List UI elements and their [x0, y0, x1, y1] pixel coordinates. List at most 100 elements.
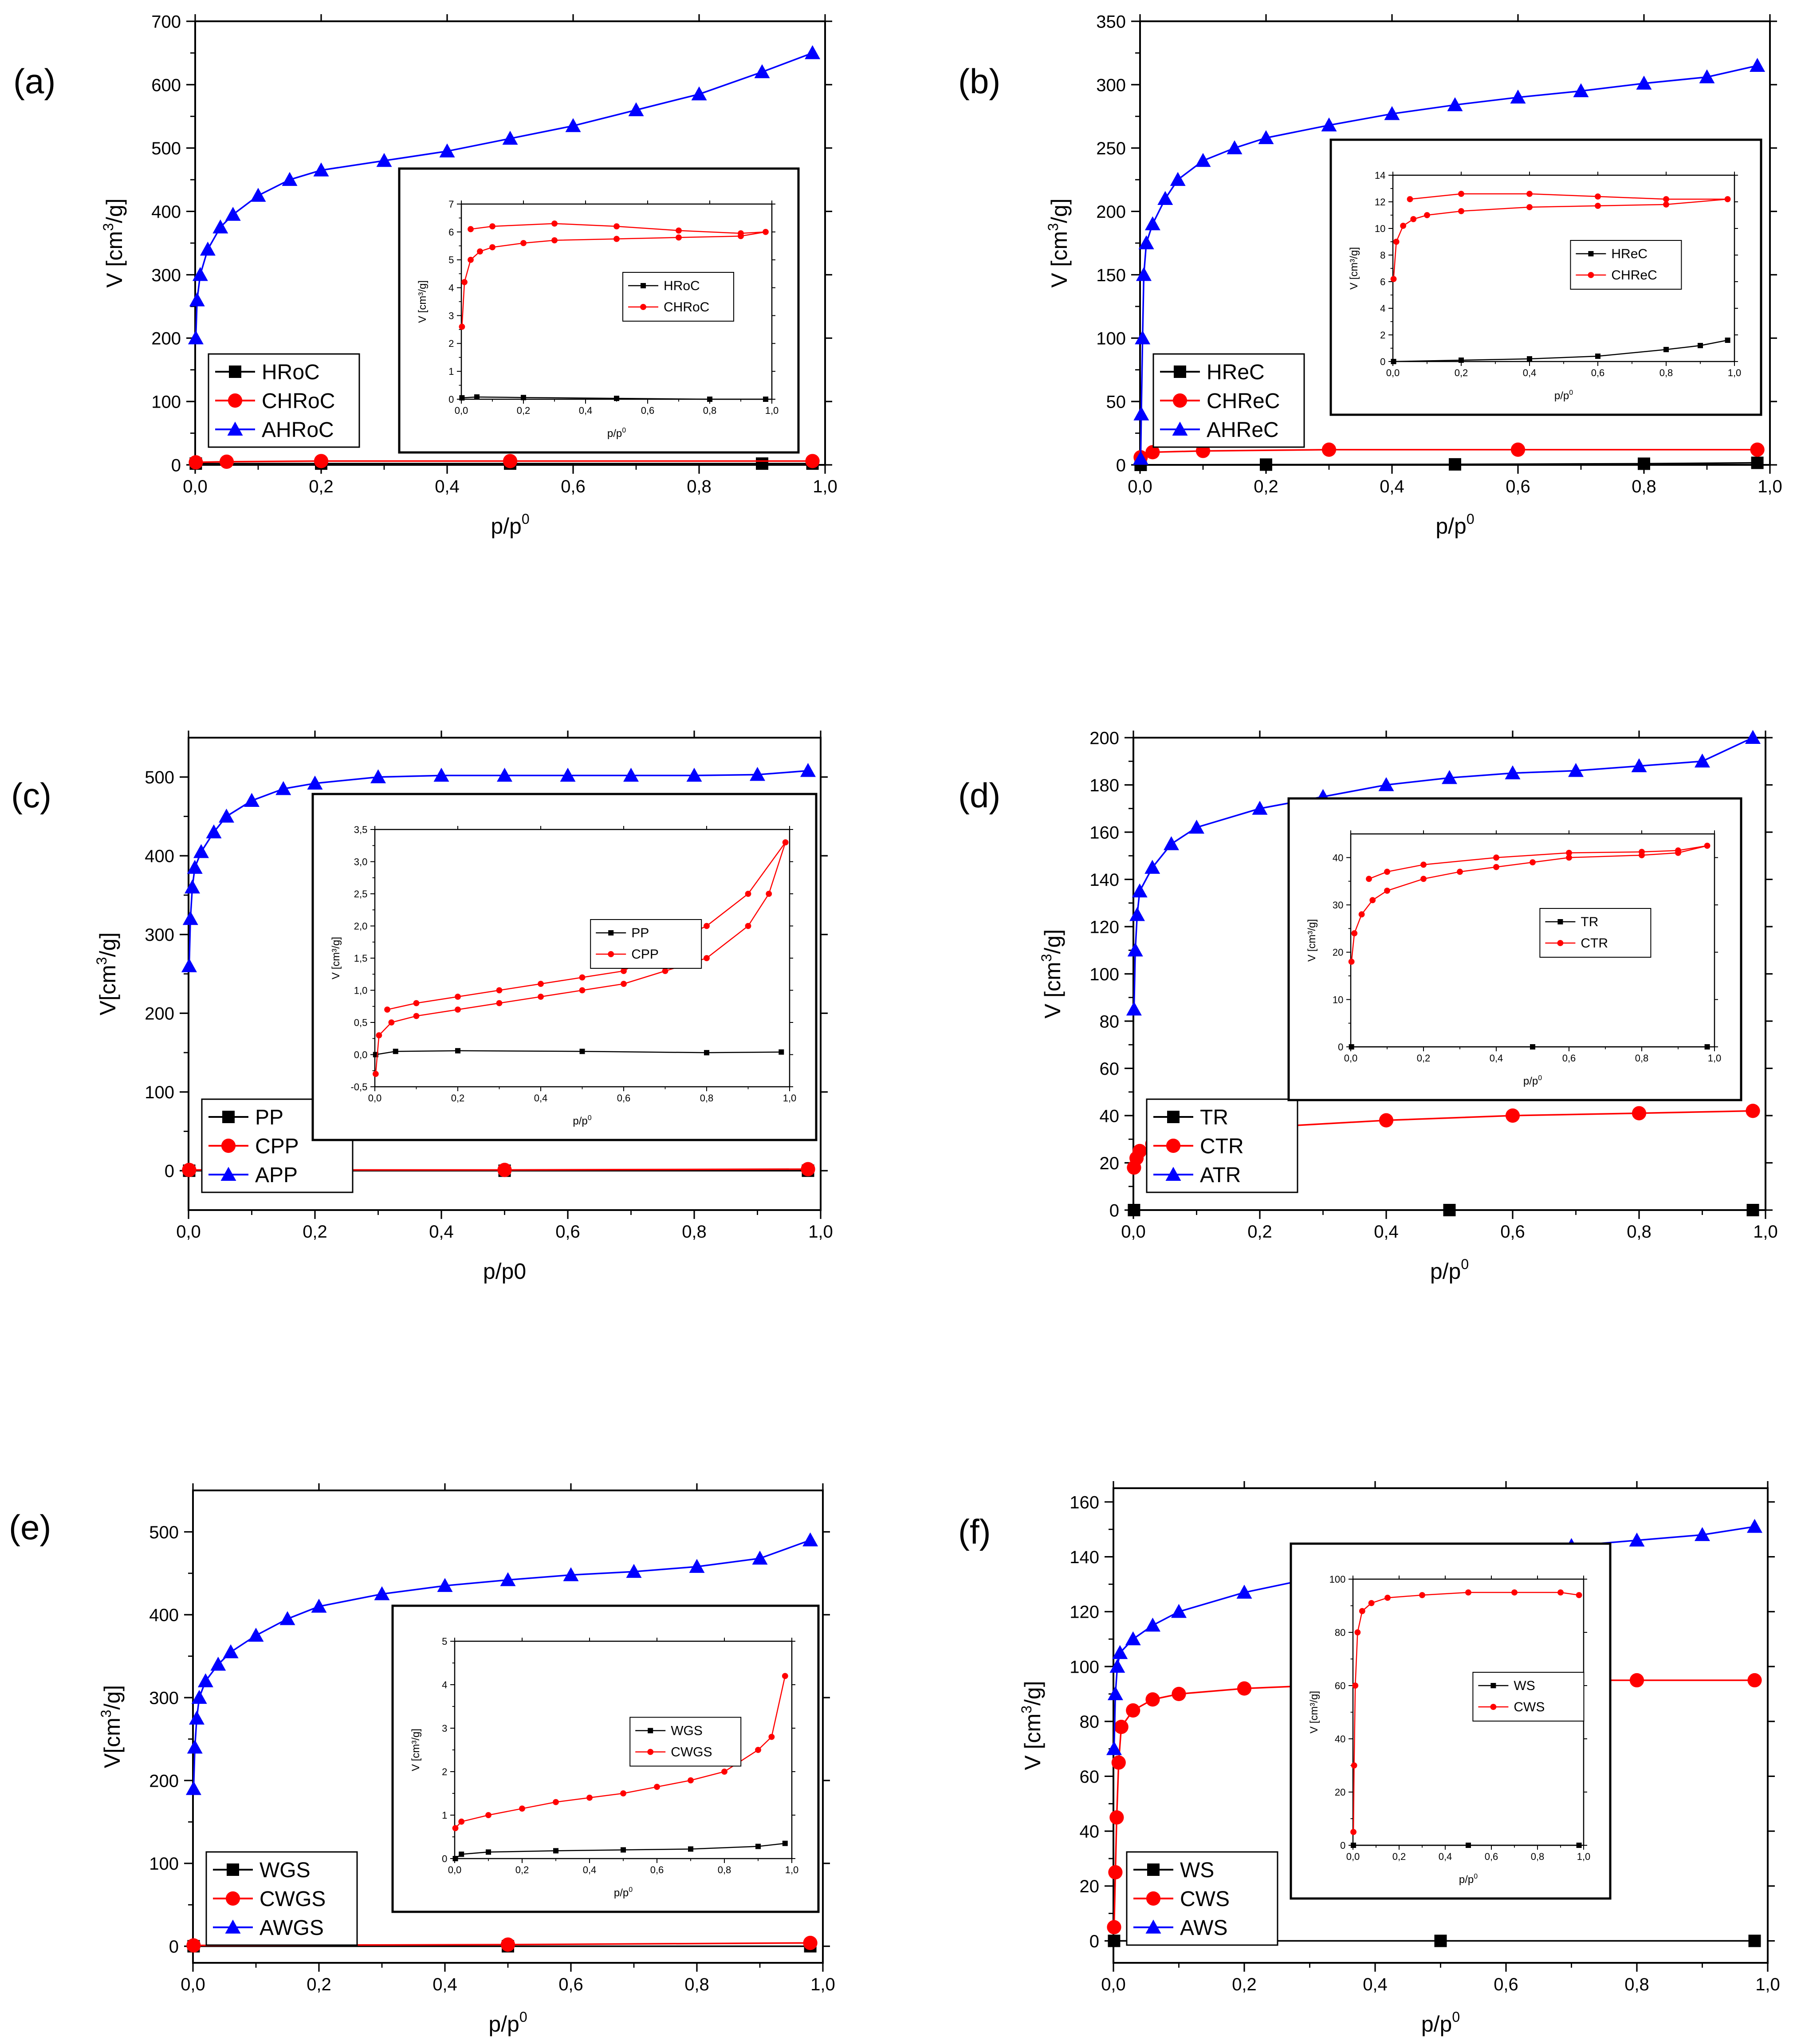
legend-label-APP: APP [255, 1164, 298, 1187]
inset-data-point-CHRoC [763, 228, 769, 235]
y-tick-label: 0 [165, 1162, 174, 1181]
x-axis-title: p/p0 [483, 1259, 526, 1284]
data-point-AWGS [752, 1550, 768, 1565]
inset-data-point-CWS [1351, 1762, 1357, 1769]
x-tick-label: 0,6 [555, 1222, 580, 1242]
inset-data-point-PP [393, 1049, 398, 1054]
data-point-AHReC [1138, 235, 1154, 249]
inset-data-point-CWGS [485, 1812, 492, 1818]
x-tick-label: 0,0 [176, 1222, 201, 1242]
y-tick-label: 200 [1089, 728, 1119, 748]
y-tick-label: 120 [1089, 917, 1119, 937]
inset-y-tick-label: 1 [442, 1810, 447, 1821]
legend-label-AWS: AWS [1180, 1916, 1228, 1940]
inset-x-tick-label: 0,4 [1439, 1851, 1452, 1862]
x-tick-label: 0,2 [1254, 477, 1278, 496]
legend-marker-CWS [1146, 1891, 1161, 1906]
data-point-APP [307, 775, 323, 790]
x-axis-title: p/p0 [1421, 2009, 1460, 2036]
inset-x-tick-label: 0,6 [1591, 367, 1605, 378]
data-point-AHReC [1384, 106, 1400, 120]
x-tick-label: 0,8 [682, 1222, 707, 1242]
inset-chart: 0,0 0,2 0,4 0,6 0,8 1,0 0 2 4 6 8 10 12 14 p/p0 V [cm³/… [1329, 138, 1762, 416]
data-point-AHReC [1157, 191, 1173, 205]
x-tick-label: 0,0 [181, 1975, 205, 1994]
data-point-AWGS [210, 1656, 226, 1671]
inset-x-tick-label: 0,6 [617, 1093, 631, 1104]
data-point-AHRoC [313, 162, 329, 177]
inset-x-tick-label: 0,8 [1635, 1053, 1649, 1064]
inset-y-tick-label: -0,5 [350, 1081, 367, 1093]
data-point-AHRoC [250, 188, 266, 202]
data-point-AHRoC [212, 219, 228, 234]
inset-series-line-WGS [455, 1843, 785, 1859]
data-point-CPP [182, 1163, 197, 1177]
data-point-ATR [1144, 860, 1160, 874]
data-point-AHRoC [628, 102, 644, 116]
data-point-APP [433, 767, 449, 782]
data-point-AHReC [1133, 406, 1149, 421]
inset-y-tick-label: 60 [1335, 1680, 1345, 1691]
inset-legend-marker-CWS [1490, 1704, 1497, 1710]
panel-label: (a) [13, 62, 55, 101]
panel-label: (f) [958, 1512, 991, 1551]
inset-y-axis-title: V [cm³/g] [1308, 1691, 1320, 1733]
y-tick-label: 200 [1096, 202, 1126, 222]
data-point-AWGS [689, 1559, 705, 1573]
inset-x-tick-label: 0,2 [517, 405, 531, 416]
x-tick-label: 0,2 [303, 1222, 327, 1242]
data-point-AHRoC [754, 64, 770, 79]
inset-data-point-WGS [486, 1849, 491, 1855]
inset-data-point-CTR [1420, 861, 1427, 868]
legend-label-AHReC: AHReC [1207, 418, 1279, 442]
inset-data-point-CHRoC [676, 227, 682, 234]
data-point-ATR [1631, 758, 1647, 772]
inset-series-line-CPP [375, 842, 786, 1074]
legend-label-AHRoC: AHRoC [262, 418, 334, 442]
data-point-ATR [1126, 1001, 1142, 1016]
data-point-AWGS [563, 1567, 579, 1581]
inset-legend-box [1472, 1672, 1585, 1722]
inset-legend-marker-CPP [608, 951, 614, 957]
inset-x-tick-label: 0,0 [1344, 1053, 1358, 1064]
legend-marker-AWS [1145, 1919, 1161, 1934]
inset-data-point-CPP [621, 968, 627, 974]
inset-x-tick-label: 0,6 [1562, 1053, 1576, 1064]
inset-x-tick-label: 0,8 [1659, 367, 1673, 378]
data-point-CHReC [1750, 442, 1765, 457]
inset-data-point-CPP [496, 1000, 503, 1006]
inset-data-point-HRoC [763, 397, 768, 402]
inset-x-tick-label: 0,8 [703, 405, 717, 416]
y-tick-label: 200 [151, 329, 181, 349]
y-axis-title: V [cm3/g] [1018, 1681, 1045, 1770]
data-point-AHRoC [691, 86, 707, 101]
inset-data-point-CHReC [1526, 204, 1533, 210]
inset-chart: 0,0 0,2 0,4 0,6 0,8 1,0 0 20 40 60 80 100 p/p0 V [cm³… [1290, 1542, 1612, 1900]
inset-data-point-CWGS [688, 1777, 694, 1784]
inset-data-point-WS [1576, 1843, 1582, 1848]
inset-data-point-HReC [1595, 354, 1600, 359]
inset-data-point-PP [704, 1050, 709, 1056]
data-point-CTR [1379, 1113, 1394, 1128]
inset-legend-marker-CHRoC [640, 304, 646, 310]
inset-data-point-CWGS [519, 1805, 525, 1812]
inset-y-tick-label: 40 [1335, 1733, 1345, 1745]
y-tick-label: 100 [1089, 965, 1119, 984]
data-point-ATR [1378, 777, 1394, 791]
legend-label-ATR: ATR [1200, 1164, 1241, 1187]
data-point-AHRoC [282, 172, 298, 186]
data-point-CHReC [1145, 445, 1160, 460]
y-tick-label: 140 [1089, 870, 1119, 890]
inset-data-point-CHReC [1393, 239, 1400, 245]
x-tick-label: 1,0 [808, 1222, 833, 1242]
inset-x-tick-label: 1,0 [785, 1864, 799, 1875]
data-point-HReC [1260, 458, 1272, 471]
data-point-AWGS [802, 1532, 818, 1547]
y-tick-label: 350 [1096, 12, 1126, 31]
inset-chart: 0,0 0,2 0,4 0,6 0,8 1,0 0 1 2 3 4 5 6 7 p/p0 V [cm³/g] H… [398, 167, 800, 454]
inset-data-point-CWS [1368, 1600, 1375, 1606]
inset-y-tick-label: 5 [442, 1636, 447, 1647]
inset-data-point-WGS [459, 1851, 464, 1857]
x-axis-title: p/p0 [1430, 1256, 1469, 1284]
inset-data-point-CPP [455, 1006, 461, 1013]
